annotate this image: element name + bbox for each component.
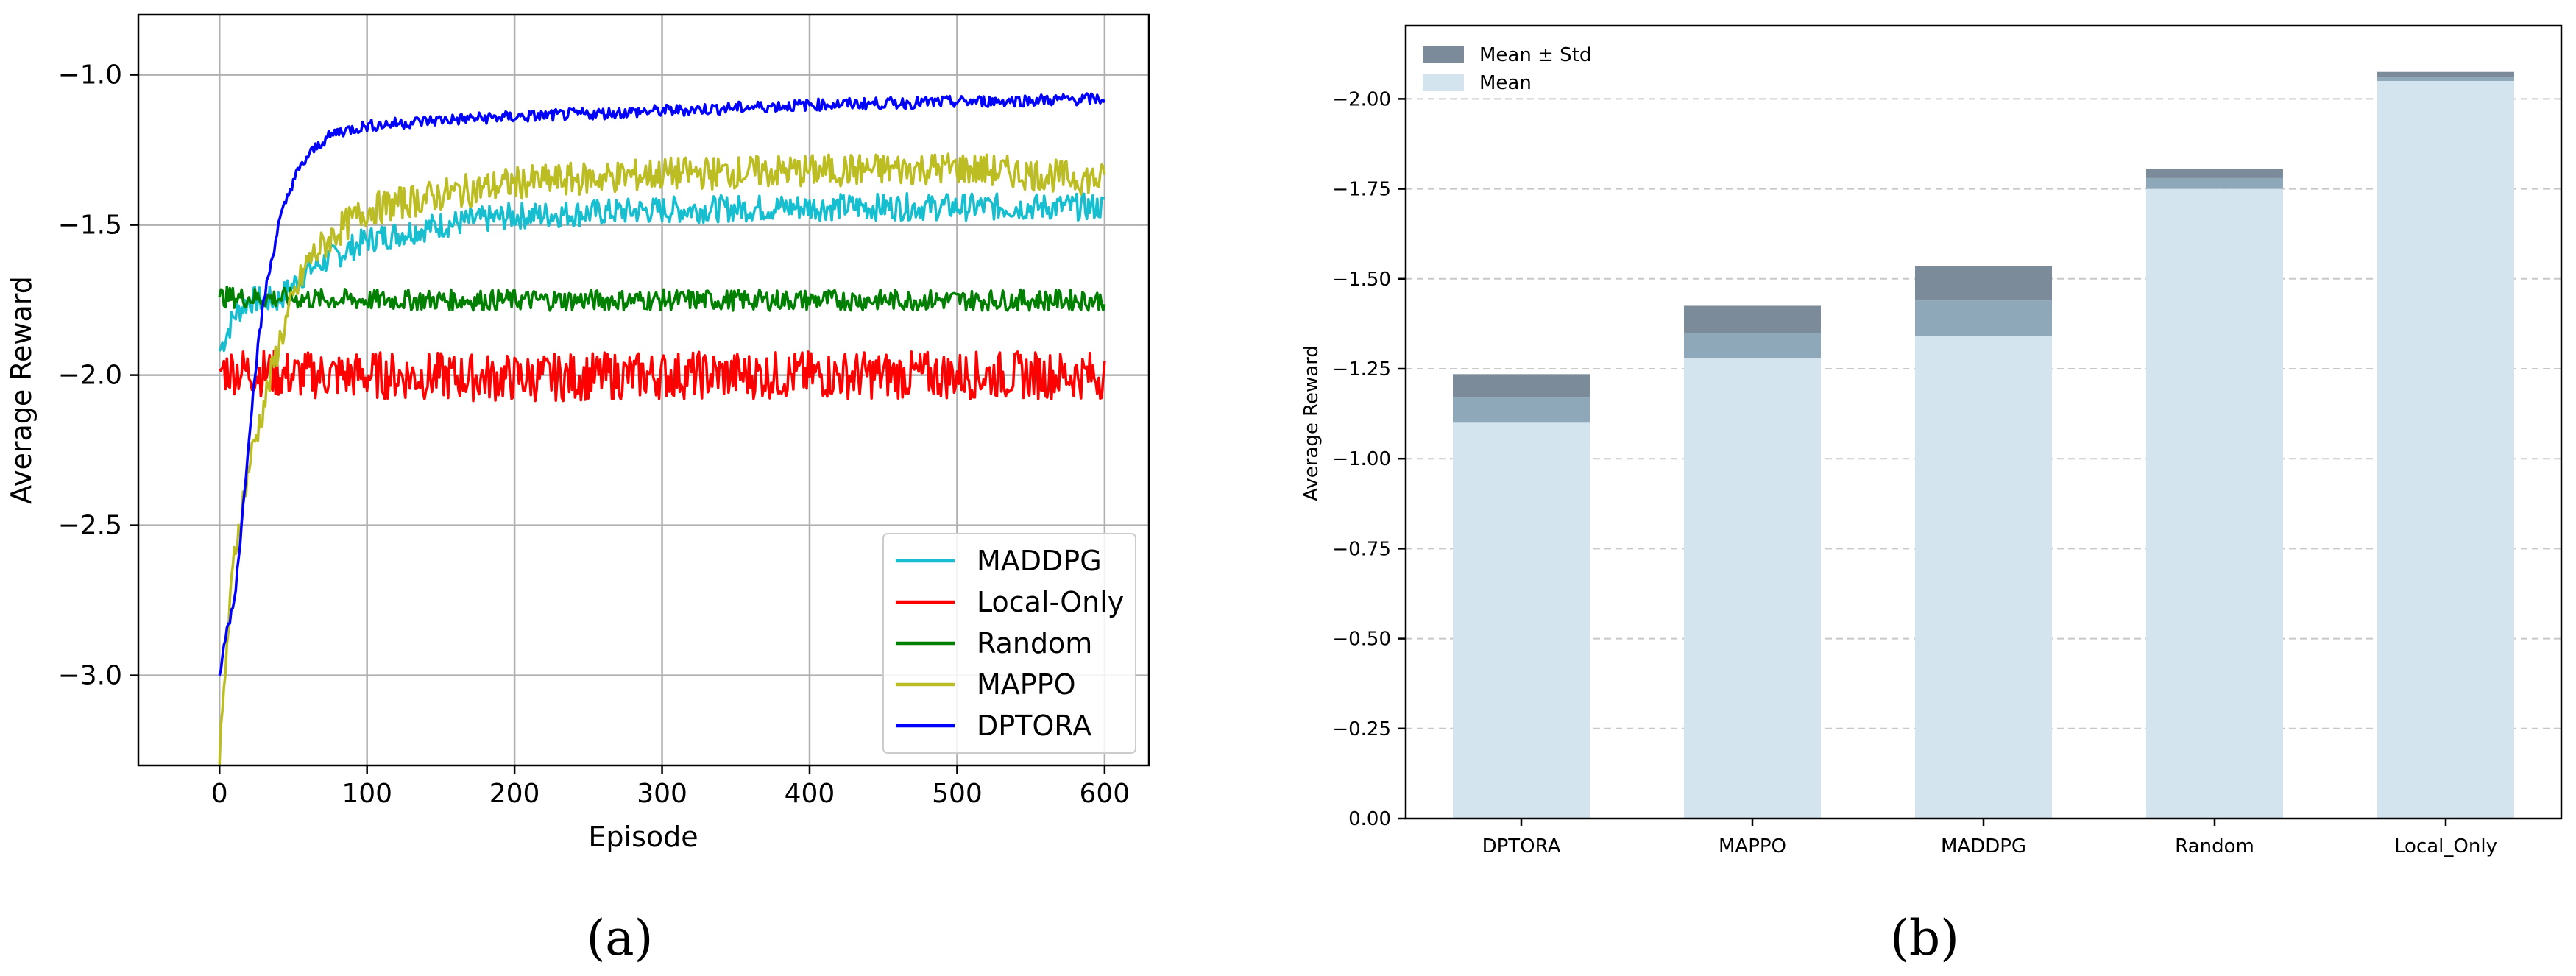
legend-label-random: Random [977,627,1092,659]
legend-label-mean-std: Mean ± Std [1479,44,1591,66]
legend-label-dptora: DPTORA [977,710,1091,742]
bar-mean-local_only [2377,80,2514,818]
series-line-maddpg [218,192,1105,353]
bar-std-inner-local_only [2377,77,2514,81]
x-tick-label: DPTORA [1482,835,1561,857]
line-chart-grid [138,15,1149,765]
legend-label-local-only: Local-Only [977,586,1124,618]
bar-std-outer-dptora [1453,374,1590,398]
x-tick-label: Random [2175,835,2254,857]
legend-swatch-mean-std [1423,46,1464,63]
x-tick-label: 600 [1080,779,1130,809]
series-line-dptora [218,92,1106,676]
bar-std-inner-mappo [1684,333,1821,358]
bar-std-inner-dptora [1453,397,1590,423]
y-tick-label: −1.0 [58,60,122,91]
y-tick-label: −1.50 [1332,269,1391,291]
line-chart-series-group [218,92,1106,765]
legend-label-mappo: MAPPO [977,668,1076,701]
series-line-local-only [218,349,1106,403]
y-tick-label: −2.5 [58,511,122,541]
y-tick-label: −0.50 [1332,629,1391,651]
bar-mean-dptora [1453,422,1590,818]
legend-label-mean: Mean [1479,72,1532,94]
y-tick-label: −0.25 [1332,718,1391,740]
bar-std-outer-random [2146,169,2283,178]
line-chart-legend-box [882,533,1136,754]
panel-label-a: (a) [587,910,654,966]
panel-label-b: (b) [1890,910,1959,966]
bar-mean-mappo [1684,358,1821,818]
y-tick-label: −1.25 [1332,358,1391,381]
x-tick-label: 100 [342,779,392,809]
x-tick-label: Local_Only [2394,835,2497,857]
line-chart-legend-entries: MADDPG Local-Only Random MAPPO DPTORA [896,545,1124,742]
bar-std-inner-random [2146,177,2283,189]
x-tick-label: MAPPO [1719,835,1786,857]
bar-std-outer-maddpg [1915,266,2052,301]
x-tick-label: 400 [785,779,835,809]
bar-std-outer-mappo [1684,305,1821,333]
y-tick-label: −1.00 [1332,448,1391,470]
bar-chart-bars [1453,71,2514,819]
x-tick-label: 200 [489,779,540,809]
line-chart-ticks: 0 100 200 300 400 500 600 −3.0 −2.5 −2.0 −1.5 −1.0 [58,60,1130,809]
bar-chart-ticks: 0.00 −0.25 −0.50 −0.75 −1.00 −1.25 −1.50 −1.75 −… [1332,88,2497,857]
line-chart-panel: 0 100 200 300 400 500 600−3.0−2.5−2.0−1.5−1.0 … [5,13,1150,853]
x-tick-label: 0 [211,779,228,809]
line-chart-y-axis-label: Average Reward [5,276,38,504]
line-chart-plot-frame [137,13,1150,767]
bar-mean-maddpg [1915,336,2052,818]
bar-chart-panel: 0.00 −0.25 −0.50 −0.75 −1.00 −1.25 −1.50 −1.75 −… [1301,24,2563,857]
bar-std-inner-maddpg [1915,300,2052,337]
legend-label-maddpg: MADDPG [977,545,1102,577]
bar-chart-y-axis-label: Average Reward [1301,345,1323,501]
line-chart-legend: MADDPG Local-Only Random MAPPO DPTORA [882,533,1136,754]
y-tick-label: −0.75 [1332,538,1391,560]
x-tick-label: MADDPG [1941,835,2026,857]
y-tick-label: −1.5 [58,211,122,241]
series-line-random [218,286,1106,312]
line-chart-x-axis-label: Episode [588,821,698,853]
bar-chart-legend: Mean ± Std Mean [1423,44,1591,94]
y-tick-label: −1.75 [1332,179,1391,201]
y-tick-label: −3.0 [58,661,122,691]
legend-swatch-mean [1423,74,1464,91]
bar-std-outer-local_only [2377,71,2514,78]
y-tick-label: 0.00 [1348,808,1391,830]
x-tick-label: 500 [932,779,983,809]
y-tick-label: −2.0 [58,361,122,391]
bar-mean-random [2146,188,2283,819]
x-tick-label: 300 [637,779,687,809]
y-tick-label: −2.00 [1332,88,1391,110]
series-line-mappo [218,152,1106,765]
